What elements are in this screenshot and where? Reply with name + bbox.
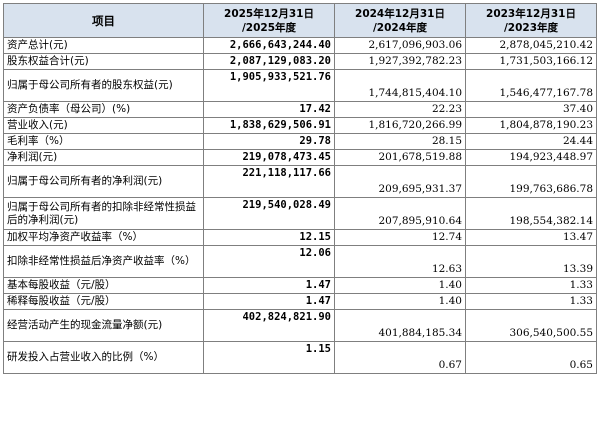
table-row: 净利润(元) 219,078,473.45 201,678,519.88 194… [3, 149, 597, 166]
value-2023: 0.65 [465, 341, 597, 374]
table-row: 营业收入(元) 1,838,629,506.91 1,816,720,266.9… [3, 117, 597, 134]
header-2023-period: /2023年度 [503, 21, 559, 34]
table-row: 扣除非经常性损益后净资产收益率（%） 12.06 12.63 13.39 [3, 245, 597, 278]
header-2025-period: /2025年度 [241, 21, 297, 34]
row-label: 资产负债率（母公司）(%) [3, 101, 204, 118]
value-2024: 1,816,720,266.99 [334, 117, 466, 134]
value-2024: 22.23 [334, 101, 466, 118]
table-row: 研发投入占营业收入的比例（%） 1.15 0.67 0.65 [3, 341, 597, 374]
value-2025: 219,540,028.49 [203, 197, 335, 230]
table-row: 资产总计(元) 2,666,643,244.40 2,617,096,903.0… [3, 37, 597, 54]
row-label: 基本每股收益（元/股） [3, 277, 204, 294]
value-2023: 1.33 [465, 277, 597, 294]
value-2023: 306,540,500.55 [465, 309, 597, 342]
value-2025: 1.15 [203, 341, 335, 374]
financial-data-table: 项目 2025年12月31日 /2025年度 2024年12月31日 /2024… [3, 3, 597, 374]
table-row: 毛利率（%） 29.78 28.15 24.44 [3, 133, 597, 150]
value-2023: 13.47 [465, 229, 597, 246]
header-2024: 2024年12月31日 /2024年度 [334, 3, 466, 38]
value-2025: 402,824,821.90 [203, 309, 335, 342]
header-row: 项目 2025年12月31日 /2025年度 2024年12月31日 /2024… [3, 3, 597, 38]
table-row: 归属于母公司所有者的股东权益(元) 1,905,933,521.76 1,744… [3, 69, 597, 102]
value-2025: 1,905,933,521.76 [203, 69, 335, 102]
row-label: 归属于母公司所有者的股东权益(元) [3, 69, 204, 102]
table-row: 归属于母公司所有者的净利润(元) 221,118,117.66 209,695,… [3, 165, 597, 198]
table-row: 稀释每股收益（元/股） 1.47 1.40 1.33 [3, 293, 597, 310]
row-label: 稀释每股收益（元/股） [3, 293, 204, 310]
value-2024: 1.40 [334, 293, 466, 310]
value-2023: 1,731,503,166.12 [465, 53, 597, 70]
table-row: 归属于母公司所有者的扣除非经常性损益后的净利润(元) 219,540,028.4… [3, 197, 597, 230]
table-row: 经营活动产生的现金流量净额(元) 402,824,821.90 401,884,… [3, 309, 597, 342]
value-2024: 207,895,910.64 [334, 197, 466, 230]
row-label: 毛利率（%） [3, 133, 204, 150]
value-2024: 2,617,096,903.06 [334, 37, 466, 54]
header-2024-period: /2024年度 [372, 21, 428, 34]
row-label: 归属于母公司所有者的扣除非经常性损益后的净利润(元) [3, 197, 204, 230]
row-label: 归属于母公司所有者的净利润(元) [3, 165, 204, 198]
value-2024: 201,678,519.88 [334, 149, 466, 166]
value-2024: 12.63 [334, 245, 466, 278]
row-label: 股东权益合计(元) [3, 53, 204, 70]
header-2023-date: 2023年12月31日 [486, 7, 576, 20]
value-2025: 2,666,643,244.40 [203, 37, 335, 54]
value-2025: 1.47 [203, 277, 335, 294]
value-2025: 219,078,473.45 [203, 149, 335, 166]
value-2024: 1,927,392,782.23 [334, 53, 466, 70]
table-row: 资产负债率（母公司）(%) 17.42 22.23 37.40 [3, 101, 597, 118]
value-2024: 28.15 [334, 133, 466, 150]
value-2025: 1.47 [203, 293, 335, 310]
value-2023: 1.33 [465, 293, 597, 310]
table-row: 加权平均净资产收益率（%） 12.15 12.74 13.47 [3, 229, 597, 246]
value-2023: 1,546,477,167.78 [465, 69, 597, 102]
value-2023: 1,804,878,190.23 [465, 117, 597, 134]
value-2025: 12.15 [203, 229, 335, 246]
row-label: 资产总计(元) [3, 37, 204, 54]
row-label: 扣除非经常性损益后净资产收益率（%） [3, 245, 204, 278]
value-2024: 0.67 [334, 341, 466, 374]
value-2024: 1,744,815,404.10 [334, 69, 466, 102]
value-2023: 2,878,045,210.42 [465, 37, 597, 54]
value-2024: 209,695,931.37 [334, 165, 466, 198]
header-2023: 2023年12月31日 /2023年度 [465, 3, 597, 38]
header-2025-date: 2025年12月31日 [224, 7, 314, 20]
value-2024: 401,884,185.34 [334, 309, 466, 342]
row-label: 研发投入占营业收入的比例（%） [3, 341, 204, 374]
table-row: 股东权益合计(元) 2,087,129,083.20 1,927,392,782… [3, 53, 597, 70]
value-2025: 221,118,117.66 [203, 165, 335, 198]
value-2023: 194,923,448.97 [465, 149, 597, 166]
value-2023: 24.44 [465, 133, 597, 150]
value-2025: 17.42 [203, 101, 335, 118]
row-label: 加权平均净资产收益率（%） [3, 229, 204, 246]
row-label: 经营活动产生的现金流量净额(元) [3, 309, 204, 342]
value-2024: 12.74 [334, 229, 466, 246]
header-2024-date: 2024年12月31日 [355, 7, 445, 20]
value-2023: 13.39 [465, 245, 597, 278]
value-2025: 12.06 [203, 245, 335, 278]
row-label: 净利润(元) [3, 149, 204, 166]
value-2023: 199,763,686.78 [465, 165, 597, 198]
row-label: 营业收入(元) [3, 117, 204, 134]
value-2023: 37.40 [465, 101, 597, 118]
value-2024: 1.40 [334, 277, 466, 294]
value-2025: 2,087,129,083.20 [203, 53, 335, 70]
table-row: 基本每股收益（元/股） 1.47 1.40 1.33 [3, 277, 597, 294]
value-2025: 1,838,629,506.91 [203, 117, 335, 134]
value-2023: 198,554,382.14 [465, 197, 597, 230]
value-2025: 29.78 [203, 133, 335, 150]
header-2025: 2025年12月31日 /2025年度 [203, 3, 335, 38]
header-item-label: 项目 [92, 13, 115, 28]
header-item: 项目 [3, 3, 204, 38]
